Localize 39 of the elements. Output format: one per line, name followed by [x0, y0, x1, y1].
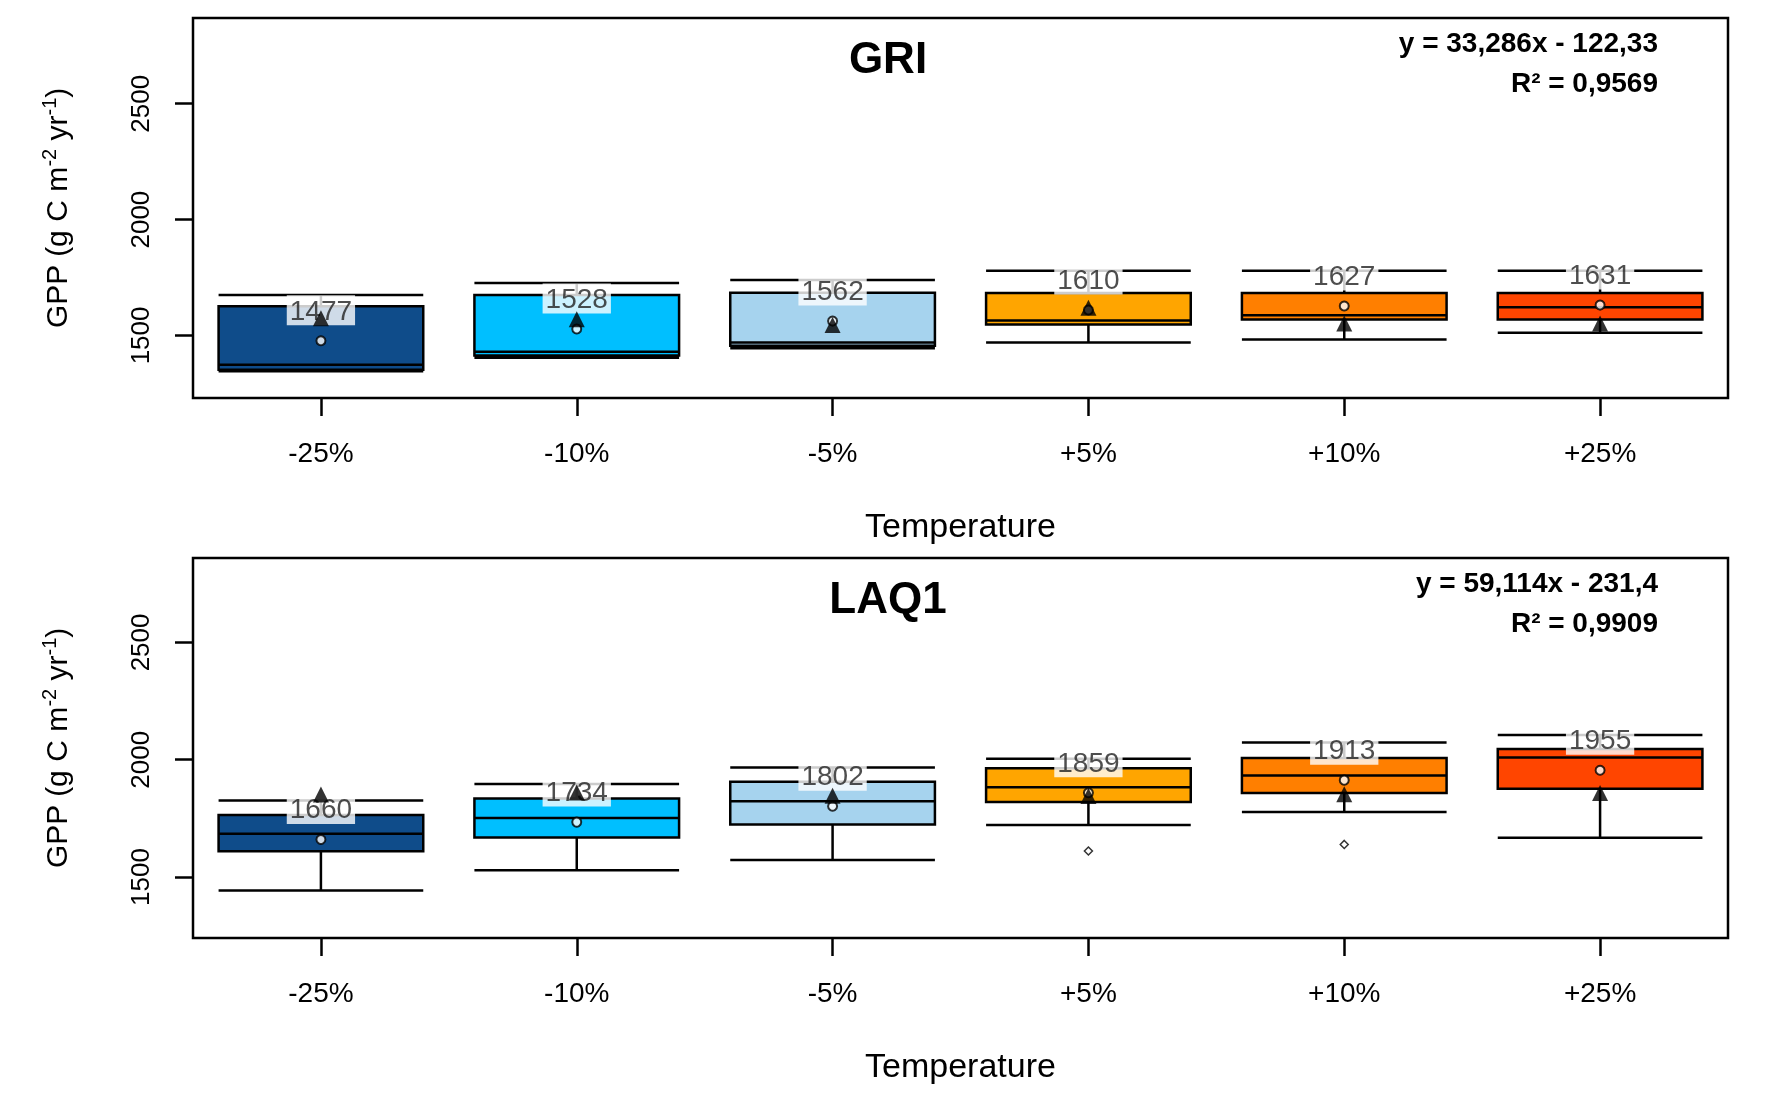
- x-tick-label: +25%: [1563, 976, 1637, 1008]
- y-tick-label: 1500: [125, 848, 155, 906]
- y-tick-label: 2000: [125, 190, 155, 249]
- x-tick-label: +5%: [1060, 976, 1117, 1008]
- chart-title: LAQ1: [829, 572, 947, 622]
- x-tick-label: +5%: [1060, 436, 1117, 468]
- text: 1859: [1057, 746, 1120, 778]
- annotation: y = 59,114x - 231,4: [1415, 566, 1659, 598]
- text: 1562: [801, 275, 864, 307]
- y-axis-title: GPP (g C m-2 yr-1): [38, 87, 73, 329]
- x-tick-label: -25%: [288, 436, 354, 468]
- x-tick-label: +10%: [1308, 436, 1381, 468]
- x-tick-label: -10%: [544, 976, 610, 1008]
- text: 1627: [1313, 260, 1376, 292]
- text: 1631: [1568, 259, 1632, 291]
- text: 1477: [289, 294, 353, 326]
- y-tick-label: 2500: [125, 74, 155, 133]
- x-axis-title: Temperature: [865, 506, 1056, 544]
- text: 1610: [1057, 263, 1120, 295]
- y-axis-title: GPP (g C m-2 yr-1): [38, 627, 73, 869]
- chart-title: GRI: [848, 32, 928, 82]
- annotation: y = 33,286x - 122,33: [1398, 26, 1658, 58]
- x-axis-title: Temperature: [865, 1046, 1056, 1084]
- x-tick-label: +10%: [1308, 976, 1381, 1008]
- text: 1913: [1313, 734, 1376, 766]
- text: 1802: [801, 760, 864, 792]
- y-tick-label: 2500: [125, 613, 155, 672]
- x-tick-label: -10%: [544, 436, 610, 468]
- y-tick-label: 2000: [125, 730, 155, 789]
- x-tick-label: -25%: [288, 976, 354, 1008]
- x-tick-label: -5%: [807, 976, 858, 1008]
- x-tick-label: -5%: [807, 436, 858, 468]
- annotation: R² = 0,9569: [1510, 66, 1659, 98]
- text: 1528: [545, 282, 608, 314]
- annotation: R² = 0,9909: [1510, 606, 1659, 638]
- y-tick-label: 1500: [125, 306, 155, 365]
- x-tick-label: +25%: [1563, 436, 1637, 468]
- text: 1955: [1568, 724, 1632, 756]
- text: 1660: [289, 793, 353, 825]
